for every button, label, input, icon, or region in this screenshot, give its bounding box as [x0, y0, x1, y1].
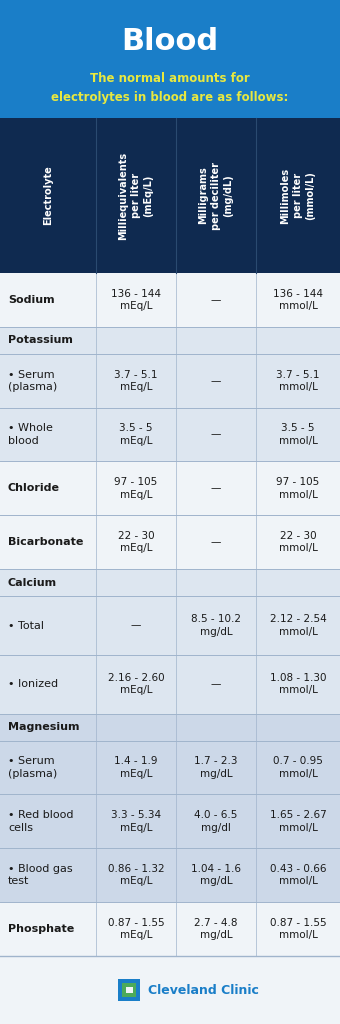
Text: 3.7 - 5.1
mEq/L: 3.7 - 5.1 mEq/L	[114, 370, 158, 392]
Text: Milligrams
per deciliter
(mg/dL): Milligrams per deciliter (mg/dL)	[199, 162, 233, 229]
Bar	[0, 740, 340, 795]
Text: Blood: Blood	[121, 28, 219, 56]
Text: 2.7 - 4.8
mg/dL: 2.7 - 4.8 mg/dL	[194, 918, 238, 940]
Text: Millimoles
per liter
(mmol/L): Millimoles per liter (mmol/L)	[280, 168, 316, 223]
Text: 2.12 - 2.54
mmol/L: 2.12 - 2.54 mmol/L	[270, 614, 326, 637]
Text: The normal amounts for
electrolytes in blood are as follows:: The normal amounts for electrolytes in b…	[51, 73, 289, 103]
Bar	[0, 655, 340, 714]
Text: 97 - 105
mmol/L: 97 - 105 mmol/L	[276, 477, 320, 500]
Text: Electrolyte: Electrolyte	[43, 166, 53, 225]
Text: 0.86 - 1.32
mEq/L: 0.86 - 1.32 mEq/L	[108, 864, 164, 887]
Text: —: —	[211, 295, 221, 305]
Text: Milliequivalents
per liter
(mEq/L): Milliequivalents per liter (mEq/L)	[119, 152, 153, 240]
Bar	[0, 956, 340, 1024]
Text: 1.04 - 1.6
mg/dL: 1.04 - 1.6 mg/dL	[191, 864, 241, 887]
Text: Calcium: Calcium	[8, 578, 57, 588]
Bar	[0, 462, 340, 515]
Bar	[0, 408, 340, 462]
Bar	[0, 118, 340, 273]
Bar	[118, 979, 140, 1001]
Text: Sodium: Sodium	[8, 295, 55, 305]
Text: —: —	[211, 483, 221, 494]
Text: —: —	[211, 679, 221, 689]
Bar	[0, 569, 340, 596]
Text: • Red blood
cells: • Red blood cells	[8, 810, 73, 833]
Bar	[0, 515, 340, 569]
Bar	[0, 714, 340, 740]
Bar	[0, 596, 340, 655]
Text: 1.4 - 1.9
mEq/L: 1.4 - 1.9 mEq/L	[114, 757, 158, 778]
Text: 136 - 144
mEq/L: 136 - 144 mEq/L	[111, 289, 161, 311]
Text: 3.7 - 5.1
mmol/L: 3.7 - 5.1 mmol/L	[276, 370, 320, 392]
Bar	[0, 327, 340, 353]
Bar	[126, 987, 133, 993]
Text: —: —	[131, 621, 141, 631]
Text: 22 - 30
mmol/L: 22 - 30 mmol/L	[278, 531, 318, 554]
Text: 97 - 105
mEq/L: 97 - 105 mEq/L	[114, 477, 158, 500]
Text: 0.87 - 1.55
mEq/L: 0.87 - 1.55 mEq/L	[108, 918, 164, 940]
Text: Magnesium: Magnesium	[8, 722, 80, 732]
Text: —: —	[211, 376, 221, 386]
Bar	[122, 983, 136, 997]
Text: Cleveland Clinic: Cleveland Clinic	[148, 983, 259, 996]
Text: Chloride: Chloride	[8, 483, 60, 494]
Text: 1.65 - 2.67
mmol/L: 1.65 - 2.67 mmol/L	[270, 810, 326, 833]
Text: • Blood gas
test: • Blood gas test	[8, 864, 73, 887]
Text: • Whole
blood: • Whole blood	[8, 423, 53, 445]
Text: 3.3 - 5.34
mEq/L: 3.3 - 5.34 mEq/L	[111, 810, 161, 833]
Text: Bicarbonate: Bicarbonate	[8, 538, 83, 547]
Bar	[0, 848, 340, 902]
Text: 2.16 - 2.60
mEq/L: 2.16 - 2.60 mEq/L	[108, 673, 164, 695]
Text: • Ionized: • Ionized	[8, 679, 58, 689]
Text: Potassium: Potassium	[8, 335, 73, 345]
Text: 1.08 - 1.30
mmol/L: 1.08 - 1.30 mmol/L	[270, 673, 326, 695]
Text: 0.7 - 0.95
mmol/L: 0.7 - 0.95 mmol/L	[273, 757, 323, 778]
Bar	[0, 273, 340, 327]
Text: 136 - 144
mmol/L: 136 - 144 mmol/L	[273, 289, 323, 311]
Text: • Total: • Total	[8, 621, 44, 631]
Text: —: —	[211, 538, 221, 547]
Bar	[0, 0, 340, 118]
Bar	[0, 902, 340, 956]
Text: Phosphate: Phosphate	[8, 924, 74, 934]
Text: 3.5 - 5
mEq/L: 3.5 - 5 mEq/L	[119, 423, 153, 445]
Text: 8.5 - 10.2
mg/dL: 8.5 - 10.2 mg/dL	[191, 614, 241, 637]
Text: —: —	[211, 430, 221, 439]
Text: 0.43 - 0.66
mmol/L: 0.43 - 0.66 mmol/L	[270, 864, 326, 887]
Text: 1.7 - 2.3
mg/dL: 1.7 - 2.3 mg/dL	[194, 757, 238, 778]
Text: • Serum
(plasma): • Serum (plasma)	[8, 757, 57, 778]
Text: 22 - 30
mEq/L: 22 - 30 mEq/L	[118, 531, 154, 554]
Text: 4.0 - 6.5
mg/dl: 4.0 - 6.5 mg/dl	[194, 810, 238, 833]
Bar	[0, 353, 340, 408]
Bar	[0, 795, 340, 848]
Text: 0.87 - 1.55
mmol/L: 0.87 - 1.55 mmol/L	[270, 918, 326, 940]
Text: • Serum
(plasma): • Serum (plasma)	[8, 370, 57, 392]
Text: 3.5 - 5
mmol/L: 3.5 - 5 mmol/L	[278, 423, 318, 445]
